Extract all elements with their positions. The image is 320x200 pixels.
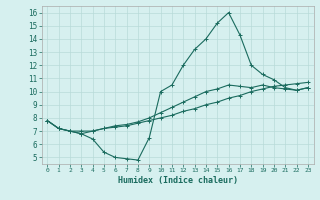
X-axis label: Humidex (Indice chaleur): Humidex (Indice chaleur): [118, 176, 237, 185]
